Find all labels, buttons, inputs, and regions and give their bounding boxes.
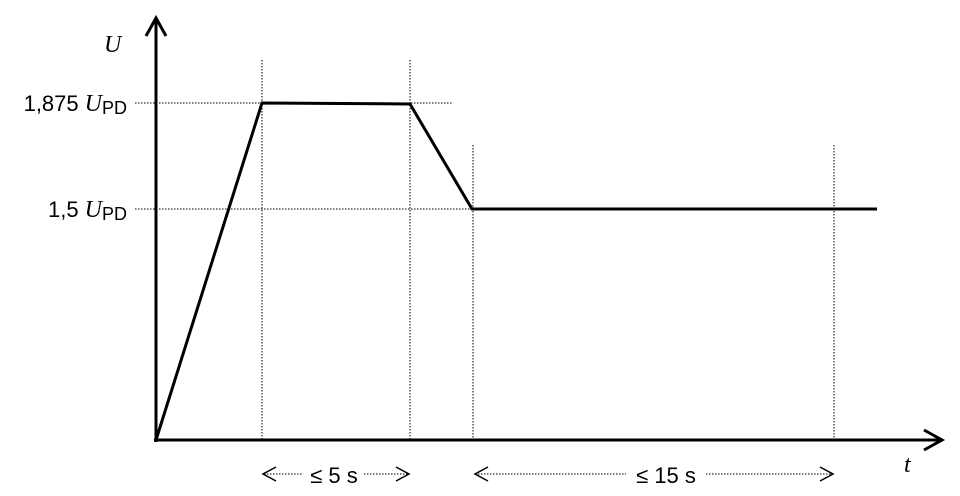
- level-symbol: U: [85, 91, 104, 117]
- interval-label: ≤ 5 s: [310, 463, 358, 488]
- level-factor: 1,5: [48, 197, 79, 222]
- level-label-1875: 1,875 UPD: [24, 91, 127, 118]
- arrow-left-icon: [261, 466, 277, 482]
- level-subscript: PD: [102, 98, 127, 118]
- arrow-right-icon: [395, 466, 411, 482]
- y-axis-label: U: [104, 32, 123, 58]
- interval-label: ≤ 15 s: [636, 463, 696, 488]
- level-label-15: 1,5 UPD: [48, 197, 127, 224]
- x-axis-arrow-icon: [923, 428, 946, 452]
- x-axis-label: t: [904, 452, 912, 478]
- arrow-right-icon: [819, 466, 835, 482]
- voltage-curve: [154, 101, 877, 441]
- interval-5s: ≤ 5 s: [261, 463, 411, 488]
- level-subscript: PD: [102, 204, 127, 224]
- level-symbol: U: [85, 197, 104, 223]
- y-axis-arrow-icon: [144, 14, 168, 37]
- interval-15s: ≤ 15 s: [473, 463, 835, 488]
- arrow-left-icon: [473, 466, 489, 482]
- level-factor: 1,875: [24, 91, 79, 116]
